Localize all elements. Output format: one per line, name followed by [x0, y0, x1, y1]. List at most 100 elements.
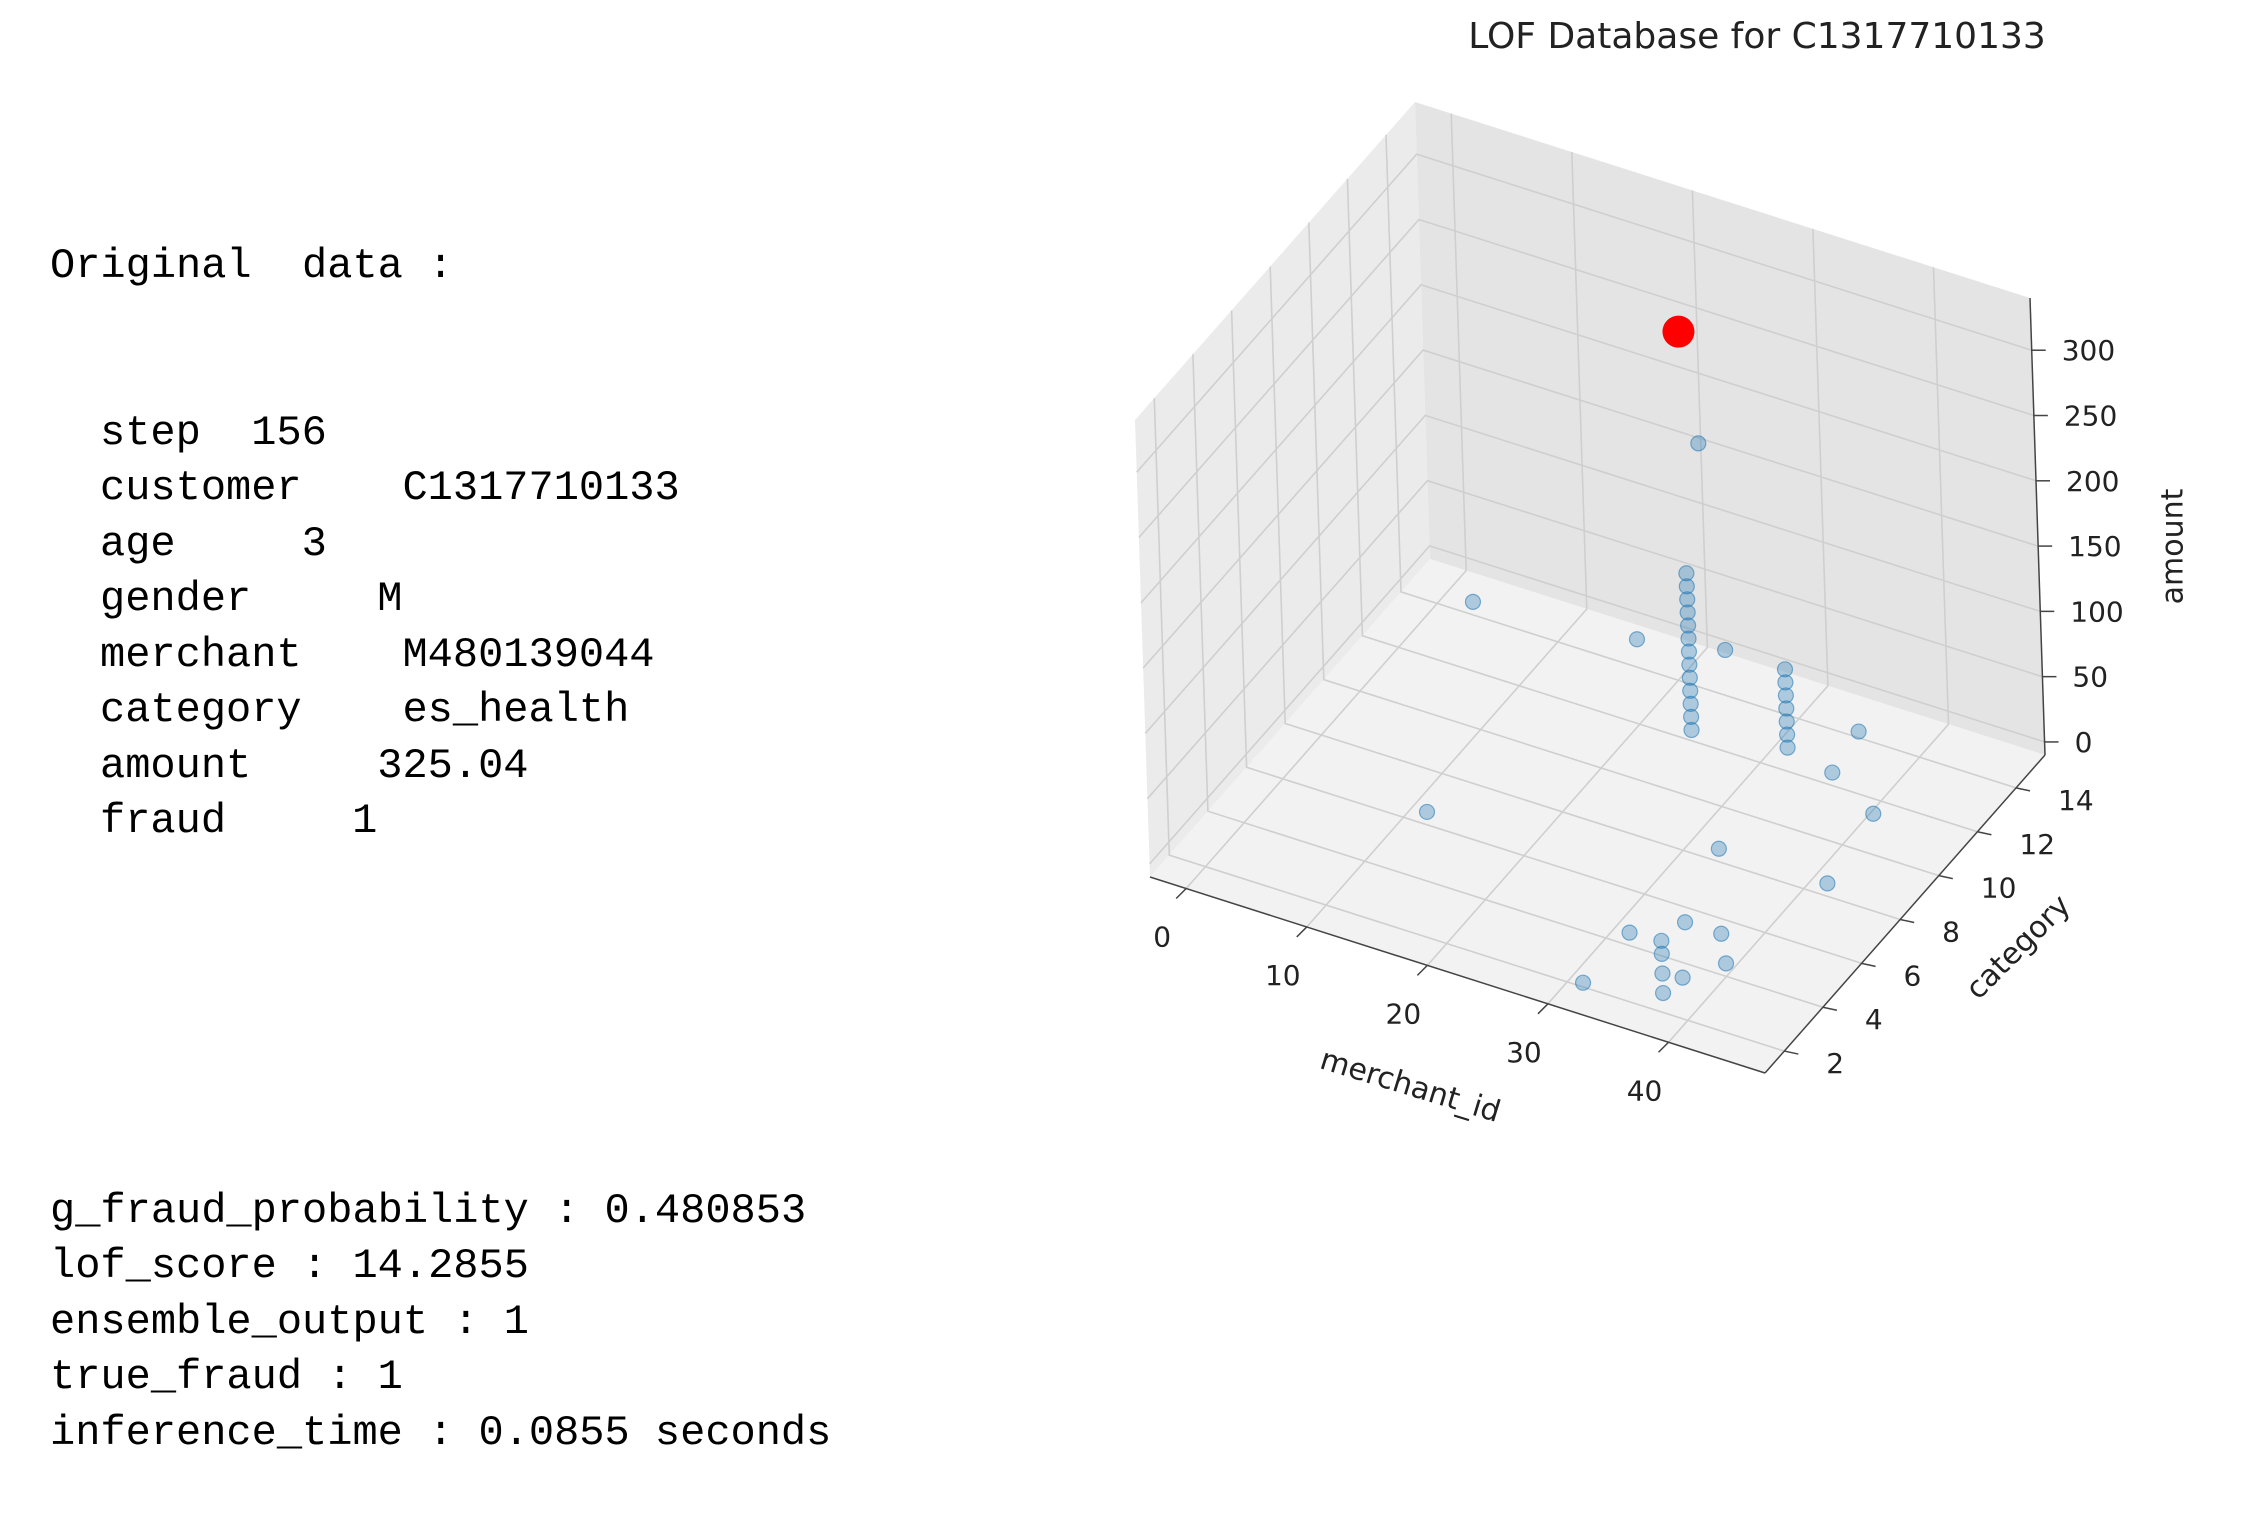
- x-tick-label: 30: [1506, 1036, 1542, 1069]
- x-tick: [1537, 1003, 1549, 1015]
- metric-key: lof_score: [50, 1242, 277, 1290]
- z-grid-line: [1142, 349, 2039, 669]
- database-point: [1679, 591, 1696, 608]
- x-grid-line: [1547, 228, 1829, 1005]
- database-point: [1682, 682, 1699, 699]
- database-point: [1418, 803, 1436, 821]
- y-grid-line: [1153, 398, 1785, 1052]
- y-tick-label: 2: [1826, 1047, 1844, 1080]
- field-value: es_health: [402, 686, 630, 734]
- z-tick-label: 300: [2062, 334, 2115, 367]
- y-tick: [1938, 874, 1953, 880]
- z-tick-label: 150: [2068, 530, 2121, 563]
- field-value: M480139044: [402, 630, 655, 679]
- field-row-amount: amount 325.04: [50, 739, 831, 795]
- x-grid-line: [1426, 190, 1709, 966]
- database-point: [1779, 726, 1796, 743]
- database-point: [1680, 643, 1698, 660]
- database-point: [1679, 604, 1696, 621]
- metric-key: inference_time: [50, 1408, 403, 1457]
- y-tick: [2015, 787, 2031, 792]
- database-point: [1713, 925, 1730, 942]
- field-row-step: step 156: [50, 406, 831, 462]
- z-grid-line: [1136, 153, 2032, 473]
- field-row-category: category es_health: [50, 683, 831, 739]
- metric-separator: :: [428, 1297, 504, 1346]
- z-grid-line: [1138, 218, 2035, 539]
- x-grid-line: [1185, 113, 1468, 890]
- field-key: fraud: [100, 797, 227, 845]
- database-point: [1681, 669, 1698, 686]
- x-tick-label: 0: [1153, 921, 1171, 954]
- z-axis-label: amount: [2156, 488, 2191, 604]
- database-point: [1778, 713, 1795, 730]
- y-grid-line: [1308, 222, 1940, 877]
- y-tick-label: 6: [1904, 959, 1922, 992]
- y-tick-label: 12: [2019, 828, 2055, 861]
- field-key: gender: [100, 575, 252, 623]
- database-point: [1850, 723, 1867, 740]
- database-point: [1710, 840, 1727, 857]
- database-point: [1865, 805, 1882, 822]
- metric-row-inference-time: inference_time : 0.0855 seconds: [50, 1406, 831, 1462]
- x-tick-label: 20: [1386, 997, 1422, 1030]
- database-point: [1681, 656, 1698, 673]
- x-tick: [1296, 926, 1308, 938]
- y-tick: [1861, 962, 1876, 968]
- y-tick: [1977, 831, 1992, 836]
- database-point: [1682, 695, 1699, 712]
- z-tick-label: 100: [2070, 595, 2123, 628]
- field-value: 3: [301, 519, 327, 568]
- database-point: [1824, 764, 1841, 781]
- database-point: [1678, 565, 1695, 582]
- x-axis-line: [1149, 876, 1766, 1074]
- z-tick-label: 200: [2066, 465, 2119, 498]
- model-metrics: g_fraud_probability : 0.480853 lof_score …: [50, 1184, 831, 1462]
- left-pane: [1135, 102, 1430, 877]
- field-key: category: [100, 686, 302, 734]
- metric-row-true-fraud: true_fraud : 1: [50, 1350, 831, 1406]
- database-point: [1674, 969, 1691, 986]
- field-key: age: [100, 519, 176, 568]
- database-point: [1653, 945, 1670, 962]
- database-point: [1654, 984, 1672, 1002]
- database-point: [1777, 674, 1794, 691]
- original-data-header: Original data :: [50, 239, 831, 295]
- z-axis-line: [2029, 297, 2046, 756]
- metric-row-ensemble-output: ensemble_output : 1: [50, 1295, 831, 1351]
- metric-key: true_fraud: [50, 1353, 303, 1401]
- database-point: [1682, 708, 1700, 726]
- metric-value: 0.0855 seconds: [478, 1408, 832, 1457]
- field-key: customer: [100, 464, 302, 512]
- lof-3d-scatter-chart: LOF Database for C1317710133 01020304024…: [1135, 16, 2191, 1130]
- z-grid-line: [1144, 414, 2041, 734]
- scatter-points: [1418, 315, 1882, 1002]
- database-point: [1676, 914, 1694, 931]
- original-data-fields: step 156 customer C1317710133 age 3 gender …: [50, 406, 831, 850]
- y-grid-line: [1346, 178, 1978, 833]
- database-point: [1683, 721, 1700, 739]
- field-value: C1317710133: [402, 464, 680, 512]
- y-grid-line: [1230, 310, 1862, 965]
- x-grid-line: [1306, 151, 1588, 928]
- database-point: [1717, 955, 1735, 972]
- metric-key: ensemble_output: [50, 1297, 429, 1346]
- z-grid-line: [1140, 283, 2037, 604]
- database-point: [1574, 974, 1592, 991]
- grid-lines: [1136, 113, 2045, 1052]
- x-tick: [1657, 1041, 1670, 1053]
- x-tick: [1175, 887, 1187, 900]
- field-row-age: age 3: [50, 517, 831, 573]
- z-grid-line: [1146, 479, 2043, 800]
- y-axis-label: category: [1959, 888, 2078, 1007]
- metric-value: 14.2855: [352, 1242, 529, 1290]
- y-tick-label: 14: [2058, 784, 2094, 817]
- metric-separator: :: [402, 1408, 479, 1457]
- axis-panes: [1135, 102, 2045, 1073]
- y-grid-line: [1385, 134, 2017, 789]
- y-grid-line: [1192, 354, 1824, 1008]
- database-point: [1628, 631, 1646, 648]
- metric-separator: :: [302, 1353, 378, 1401]
- x-tick: [1416, 964, 1428, 976]
